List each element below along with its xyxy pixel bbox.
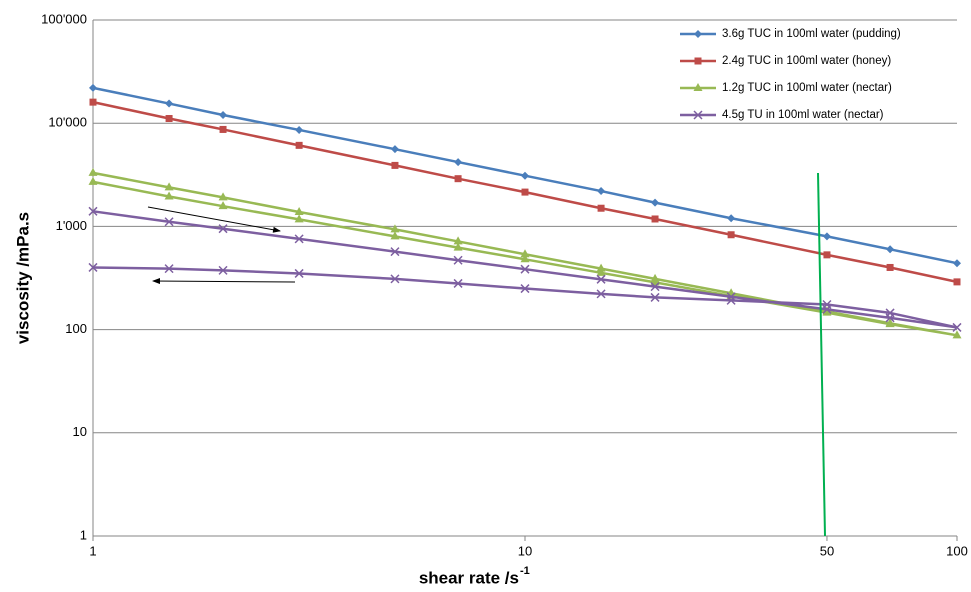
marker: [727, 231, 735, 239]
marker: [294, 214, 304, 223]
marker: [693, 110, 703, 120]
marker: [88, 167, 98, 176]
legend-label: 4.5g TU in 100ml water (nectar): [722, 109, 884, 121]
marker: [952, 322, 962, 332]
marker: [294, 268, 304, 278]
y-axis-label: viscosity /mPa.s: [13, 212, 32, 344]
marker: [218, 201, 228, 210]
grid: 1 10 100 1'000 10'000 100'000 1 10 50 100: [41, 11, 968, 558]
x-tick-label: 50: [820, 543, 834, 558]
marker: [650, 292, 660, 302]
marker: [694, 57, 702, 65]
marker: [295, 141, 303, 149]
marker: [390, 224, 400, 233]
marker: [886, 263, 894, 271]
marker: [390, 247, 400, 257]
marker: [164, 217, 174, 227]
marker: [726, 292, 736, 302]
marker: [89, 98, 97, 106]
marker: [651, 198, 660, 207]
marker: [218, 265, 228, 275]
marker: [218, 224, 228, 234]
arrow: [152, 278, 296, 285]
legend-label: 2.4g TUC in 100ml water (honey): [722, 55, 891, 67]
marker: [596, 289, 606, 299]
marker: [596, 263, 606, 272]
marker: [164, 191, 174, 200]
reference-line: [817, 172, 826, 537]
marker: [453, 255, 463, 265]
marker: [294, 234, 304, 244]
marker: [520, 254, 530, 263]
marker: [165, 99, 174, 108]
marker: [886, 245, 895, 254]
marker: [693, 83, 703, 91]
y-tick-label: 1'000: [56, 218, 87, 233]
x-tick-label: 100: [946, 543, 968, 558]
marker: [219, 111, 228, 120]
marker: [650, 282, 660, 292]
y-tick-label: 10: [73, 424, 87, 439]
x-axis-label-sup: -1: [520, 565, 530, 577]
marker: [597, 204, 605, 212]
y-tick-label: 10'000: [48, 115, 87, 130]
marker: [596, 267, 606, 276]
marker: [521, 188, 529, 196]
marker: [520, 264, 530, 274]
marker: [219, 125, 227, 133]
marker: [885, 308, 895, 318]
y-tick-label: 100: [65, 321, 87, 336]
marker: [953, 278, 961, 286]
marker: [597, 187, 606, 196]
marker: [390, 274, 400, 284]
x-tick-label: 1: [89, 543, 96, 558]
marker: [454, 158, 463, 167]
marker: [391, 161, 399, 169]
marker: [453, 236, 463, 245]
marker: [727, 214, 736, 223]
marker: [823, 251, 831, 259]
marker: [520, 249, 530, 258]
marker: [885, 319, 895, 328]
marker: [88, 176, 98, 185]
legend-label: 1.2g TUC in 100ml water (nectar): [722, 82, 892, 94]
x-tick-label: 10: [518, 543, 532, 558]
marker: [596, 274, 606, 284]
plot: 3.6g TUC in 100ml water (pudding) 2.4g TU…: [88, 28, 962, 339]
marker: [651, 215, 659, 223]
marker: [952, 330, 962, 339]
marker: [164, 264, 174, 274]
marker: [164, 182, 174, 191]
marker: [454, 175, 462, 183]
x-axis-label: shear rate /s: [419, 568, 519, 587]
marker: [520, 284, 530, 294]
marker: [453, 242, 463, 251]
marker: [822, 307, 832, 316]
marker: [726, 295, 736, 305]
marker: [453, 278, 463, 288]
y-tick-label: 1: [80, 527, 87, 542]
marker: [88, 206, 98, 216]
marker: [390, 145, 399, 154]
arrow: [147, 206, 281, 233]
marker: [390, 231, 400, 240]
marker: [953, 259, 961, 268]
marker: [521, 171, 529, 180]
marker: [165, 115, 173, 123]
marker: [294, 206, 304, 215]
marker: [694, 30, 702, 38]
legend-label: 3.6g TUC in 100ml water (pudding): [722, 28, 901, 40]
marker: [88, 262, 98, 272]
marker: [89, 83, 97, 92]
marker: [822, 299, 832, 310]
marker: [822, 232, 831, 241]
marker: [218, 192, 228, 201]
marker: [295, 125, 304, 134]
y-tick-label: 100'000: [41, 11, 87, 26]
